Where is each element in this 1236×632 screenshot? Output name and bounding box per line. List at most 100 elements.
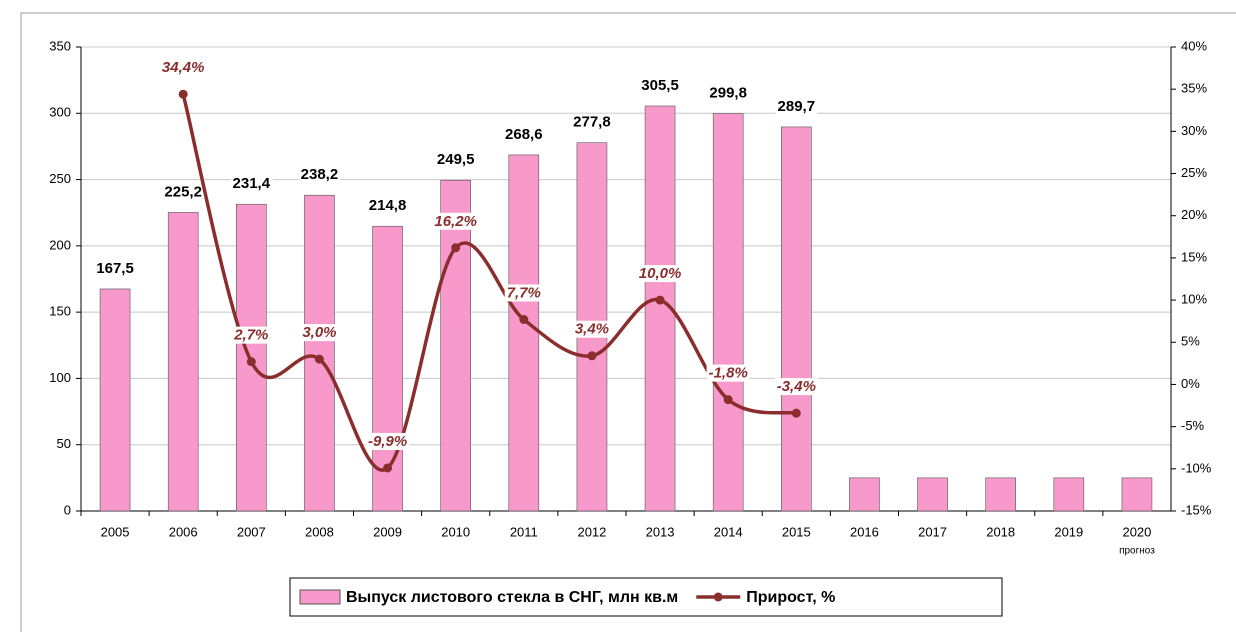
- line-point: [383, 463, 393, 473]
- bar: [99, 288, 131, 512]
- line-point: [791, 408, 801, 418]
- y2-tick-label: -15%: [1181, 502, 1212, 517]
- label-bg: [774, 378, 818, 396]
- y2-tick-label: 30%: [1181, 123, 1207, 138]
- line-point: [723, 395, 733, 405]
- data-label: 268,6: [505, 126, 543, 143]
- label-bg: [572, 320, 612, 338]
- data-label: 305,5: [641, 77, 679, 94]
- data-label: 34,4%: [162, 59, 205, 76]
- bar: [985, 477, 1016, 512]
- data-label: 277,8: [573, 114, 611, 131]
- x-tick-label: 2014: [714, 524, 743, 539]
- data-label: 2,7%: [233, 327, 268, 344]
- data-label: 299,8: [709, 85, 747, 102]
- data-label: 167,5: [96, 260, 134, 277]
- label-bg: [298, 166, 341, 184]
- bar: [712, 113, 744, 512]
- label-bg: [707, 84, 749, 102]
- label-bg: [366, 197, 409, 215]
- data-label: 7,7%: [507, 284, 541, 301]
- x-tick-label: 2015: [782, 524, 811, 539]
- data-label: 3,4%: [575, 321, 609, 338]
- line-point: [314, 354, 324, 364]
- y2-tick-label: 25%: [1181, 165, 1207, 180]
- legend-label: Прирост, %: [746, 589, 835, 606]
- chart-frame: [20, 12, 1236, 632]
- y2-tick-label: 40%: [1181, 38, 1207, 53]
- annotation: прогноз: [1119, 546, 1155, 557]
- label-bg: [706, 364, 750, 382]
- label-bg: [432, 212, 479, 230]
- label-bg: [503, 125, 545, 143]
- x-tick-label: 2018: [986, 524, 1015, 539]
- y-tick-label: 350: [49, 38, 71, 53]
- bar: [304, 194, 335, 512]
- data-label: 16,2%: [434, 213, 477, 230]
- y-tick-label: 200: [49, 237, 71, 252]
- y2-tick-label: -5%: [1181, 418, 1205, 433]
- y-tick-label: 150: [49, 304, 71, 319]
- label-bg: [434, 151, 477, 169]
- x-tick-label: 2020: [1122, 524, 1151, 539]
- y2-tick-label: 20%: [1181, 207, 1207, 222]
- y2-tick-label: 0%: [1181, 376, 1200, 391]
- bar: [1053, 477, 1085, 512]
- y-tick-label: 100: [49, 370, 71, 385]
- data-label: 214,8: [369, 197, 407, 214]
- bar: [440, 179, 471, 512]
- y-tick-label: 0: [64, 502, 71, 517]
- label-bg: [159, 59, 207, 77]
- line-point: [587, 351, 597, 361]
- x-tick-label: 2012: [577, 524, 606, 539]
- line-point: [178, 89, 188, 99]
- label-bg: [571, 113, 613, 131]
- x-tick-label: 2005: [101, 524, 130, 539]
- line-point: [246, 357, 256, 367]
- data-label: -9,9%: [368, 433, 407, 450]
- line-point: [451, 243, 461, 253]
- x-tick-label: 2013: [646, 524, 675, 539]
- y-tick-label: 50: [57, 436, 71, 451]
- label-bg: [162, 183, 204, 201]
- label-bg: [636, 265, 684, 283]
- label-bg: [231, 326, 271, 344]
- bar: [167, 212, 199, 512]
- legend-swatch: [299, 589, 341, 605]
- line-point: [519, 314, 529, 324]
- data-label: -1,8%: [709, 365, 748, 382]
- label-bg: [300, 324, 339, 342]
- x-tick-label: 2010: [441, 524, 470, 539]
- label-bg: [94, 259, 136, 277]
- y2-tick-label: 35%: [1181, 81, 1207, 96]
- x-tick-label: 2017: [918, 524, 947, 539]
- line: [181, 93, 797, 472]
- x-tick-label: 2019: [1054, 524, 1083, 539]
- data-label: 3,0%: [302, 324, 336, 341]
- x-tick-label: 2011: [510, 524, 538, 539]
- legend-label: Выпуск листового стекла в СНГ, млн кв.м: [346, 589, 678, 606]
- legend-box: [289, 577, 1003, 617]
- data-label: 289,7: [778, 98, 816, 115]
- label-bg: [365, 432, 410, 450]
- bar: [781, 126, 812, 512]
- y-tick-label: 300: [49, 105, 71, 120]
- x-tick-label: 2006: [169, 524, 198, 539]
- x-tick-label: 2009: [373, 524, 402, 539]
- legend: Выпуск листового стекла в СНГ, млн кв.м П…: [289, 577, 1003, 617]
- x-tick-label: 2007: [237, 524, 266, 539]
- data-label: 10,0%: [639, 265, 682, 282]
- data-label: 249,5: [437, 151, 475, 168]
- label-bg: [504, 284, 543, 302]
- data-label: 238,2: [301, 166, 339, 183]
- y2-tick-label: -10%: [1181, 460, 1212, 475]
- bar: [1121, 477, 1153, 512]
- label-bg: [230, 175, 273, 193]
- y-tick-label: 250: [49, 171, 71, 186]
- line-point: [655, 295, 665, 305]
- label-bg: [639, 76, 681, 94]
- y2-tick-label: 5%: [1181, 334, 1200, 349]
- y2-tick-label: 15%: [1181, 249, 1207, 264]
- data-label: -3,4%: [777, 378, 816, 395]
